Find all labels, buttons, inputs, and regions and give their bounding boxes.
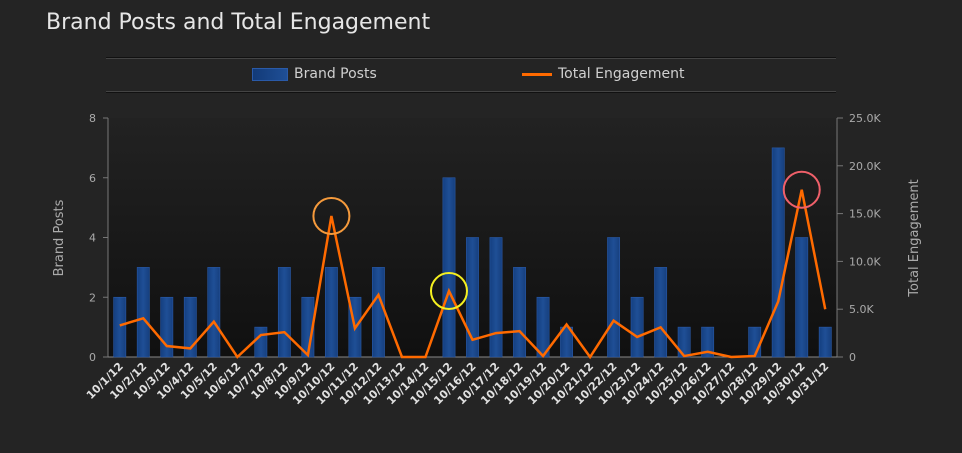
- point-total-engagement: [823, 307, 827, 311]
- bar-brand-posts: [372, 267, 385, 358]
- right-axis-title: Total Engagement: [907, 179, 922, 297]
- point-total-engagement: [212, 320, 216, 324]
- point-total-engagement: [118, 323, 122, 327]
- point-total-engagement: [165, 344, 169, 348]
- point-total-engagement: [400, 355, 404, 359]
- point-total-engagement: [565, 322, 569, 326]
- bar-brand-posts: [160, 296, 174, 358]
- point-total-engagement: [353, 326, 357, 330]
- point-total-engagement: [423, 355, 427, 359]
- bar-brand-posts: [795, 237, 809, 358]
- point-total-engagement: [729, 355, 733, 359]
- point-total-engagement: [188, 346, 192, 350]
- bar-brand-posts: [748, 326, 762, 358]
- left-tick-label: 6: [89, 172, 96, 185]
- point-total-engagement: [259, 333, 263, 337]
- point-total-engagement: [706, 350, 710, 354]
- chart-title: Brand Posts and Total Engagement: [46, 10, 431, 35]
- bar-brand-posts: [324, 267, 338, 358]
- point-total-engagement: [753, 354, 757, 358]
- bar-brand-posts: [818, 326, 832, 358]
- annotation-circle: [429, 272, 468, 311]
- point-total-engagement: [235, 355, 239, 359]
- point-total-engagement: [141, 316, 145, 320]
- bar-brand-posts: [489, 237, 503, 358]
- legend-item-total-engagement[interactable]: Total Engagement: [522, 66, 684, 82]
- bar-brand-posts: [701, 326, 715, 358]
- bar-brand-posts: [560, 326, 573, 358]
- line-total-engagement: [119, 189, 827, 360]
- left-tick-label: 0: [89, 351, 96, 364]
- point-total-engagement: [612, 319, 616, 323]
- bar-brand-posts: [113, 296, 127, 358]
- bar-brand-posts: [277, 267, 291, 358]
- right-tick-label: 25.0K: [849, 112, 881, 125]
- left-tick-label: 4: [89, 232, 96, 245]
- point-total-engagement: [282, 330, 286, 334]
- point-total-engagement: [588, 355, 592, 359]
- bar-brand-posts: [183, 296, 197, 358]
- point-total-engagement: [682, 354, 686, 358]
- legend-swatch-bar: [252, 67, 288, 81]
- point-total-engagement: [800, 188, 804, 192]
- point-total-engagement: [776, 300, 780, 304]
- right-tick-label: 10.0K: [849, 255, 881, 268]
- bar-brand-posts: [442, 177, 456, 358]
- legend-label: Total Engagement: [558, 66, 685, 82]
- point-total-engagement: [494, 331, 498, 335]
- left-tick-label: 8: [89, 112, 96, 125]
- left-tick-label: 2: [89, 291, 96, 304]
- bar-brand-posts: [654, 267, 668, 358]
- point-total-engagement: [635, 335, 639, 339]
- right-tick-label: 20.0K: [849, 160, 881, 173]
- point-total-engagement: [659, 325, 663, 329]
- legend-swatch-line: [522, 72, 552, 76]
- point-total-engagement: [471, 338, 475, 342]
- bar-brand-posts: [513, 267, 526, 358]
- point-total-engagement: [329, 214, 333, 218]
- point-total-engagement: [376, 293, 380, 297]
- legend-item-brand-posts[interactable]: Brand Posts: [252, 66, 377, 82]
- bar-brand-posts: [630, 296, 644, 358]
- bar-brand-posts: [254, 326, 268, 358]
- right-tick-label: 5.0K: [849, 303, 874, 316]
- point-total-engagement: [518, 329, 522, 333]
- left-axis-title: Brand Posts: [52, 199, 67, 276]
- point-total-engagement: [541, 354, 545, 358]
- legend-label: Brand Posts: [294, 66, 377, 82]
- right-tick-label: 15.0K: [849, 208, 881, 221]
- annotation-circle: [312, 196, 351, 235]
- bar-brand-posts: [207, 267, 221, 358]
- legend: Brand Posts Total Engagement: [106, 58, 836, 92]
- point-total-engagement: [447, 289, 451, 293]
- point-total-engagement: [306, 353, 310, 357]
- bar-brand-posts: [536, 296, 550, 358]
- bar-brand-posts: [607, 237, 621, 358]
- bar-brand-posts: [771, 147, 785, 358]
- annotation-circle: [782, 170, 821, 209]
- right-tick-label: 0: [849, 351, 856, 364]
- bar-brand-posts: [136, 267, 150, 358]
